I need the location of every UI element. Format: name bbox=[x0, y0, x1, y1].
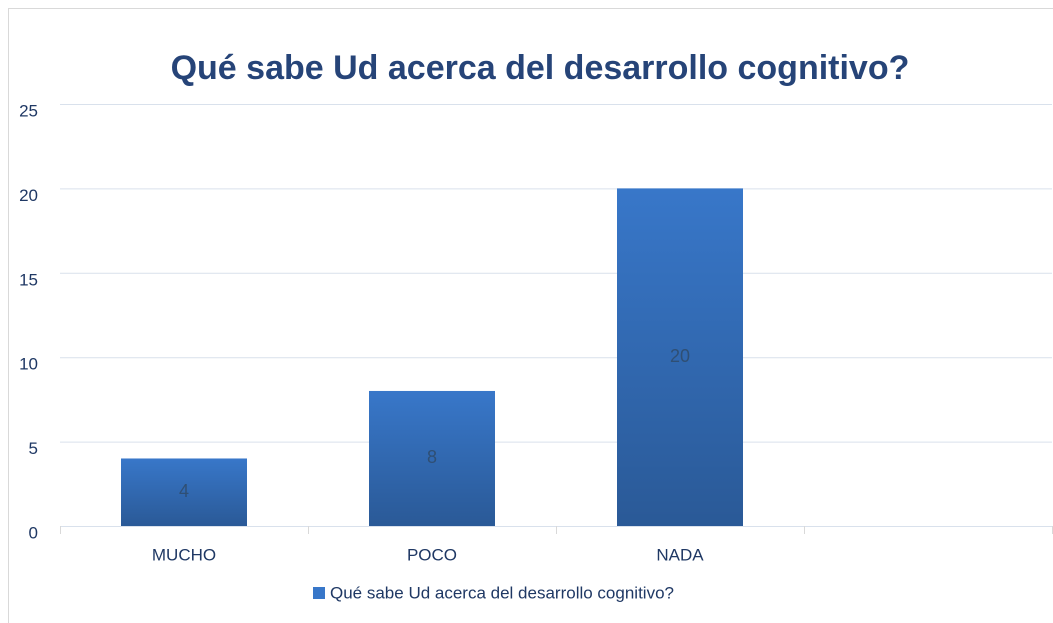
chart-frame bbox=[8, 8, 1053, 623]
chart-title: Qué sabe Ud acerca del desarrollo cognit… bbox=[171, 49, 910, 87]
legend-label: Qué sabe Ud acerca del desarrollo cognit… bbox=[330, 583, 674, 602]
data-label: 8 bbox=[427, 447, 437, 467]
bar-shade bbox=[369, 390, 495, 526]
y-tick-label: 25 bbox=[19, 101, 38, 120]
bar-shade bbox=[617, 188, 743, 526]
y-tick-label: 10 bbox=[19, 355, 38, 374]
y-tick-label: 5 bbox=[29, 439, 38, 458]
data-label: 20 bbox=[670, 346, 690, 366]
x-tick-label: NADA bbox=[656, 545, 704, 564]
bar-shade bbox=[121, 458, 247, 526]
y-tick-label: 15 bbox=[19, 270, 38, 289]
y-tick-label: 20 bbox=[19, 186, 38, 205]
data-label: 4 bbox=[179, 481, 189, 501]
y-tick-label: 0 bbox=[29, 523, 38, 542]
x-tick-label: POCO bbox=[407, 545, 457, 564]
x-tick-label: MUCHO bbox=[152, 545, 216, 564]
legend-swatch bbox=[313, 587, 325, 599]
